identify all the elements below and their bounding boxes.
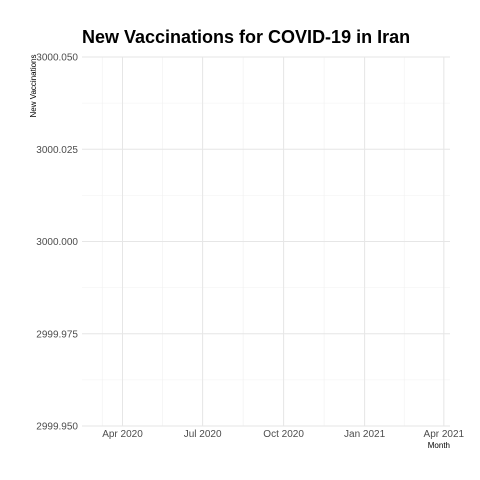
x-tick-label: Jul 2020 xyxy=(184,429,222,440)
x-tick-label: Apr 2021 xyxy=(424,429,465,440)
x-tick-label: Apr 2020 xyxy=(102,429,143,440)
y-tick-label: 2999.975 xyxy=(36,329,78,340)
x-tick-label: Jan 2021 xyxy=(344,429,386,440)
y-tick-label: 3000.000 xyxy=(36,237,78,248)
y-axis-ticks: 2999.950 2999.975 3000.000 3000.025 3000.050 xyxy=(36,53,78,433)
x-tick-label: Oct 2020 xyxy=(263,429,304,440)
y-tick-label: 2999.950 xyxy=(36,422,78,433)
y-tick-label: 3000.050 xyxy=(36,53,78,64)
x-axis-ticks: Apr 2020 Jul 2020 Oct 2020 Jan 2021 Apr 2021 xyxy=(102,429,464,440)
chart-title: New Vaccinations for COVID-19 in Iran xyxy=(82,27,410,47)
y-axis-title: New Vaccinations xyxy=(29,55,38,118)
y-tick-label: 3000.025 xyxy=(36,145,78,156)
x-axis-title: Month xyxy=(428,441,450,450)
grid xyxy=(82,56,450,427)
